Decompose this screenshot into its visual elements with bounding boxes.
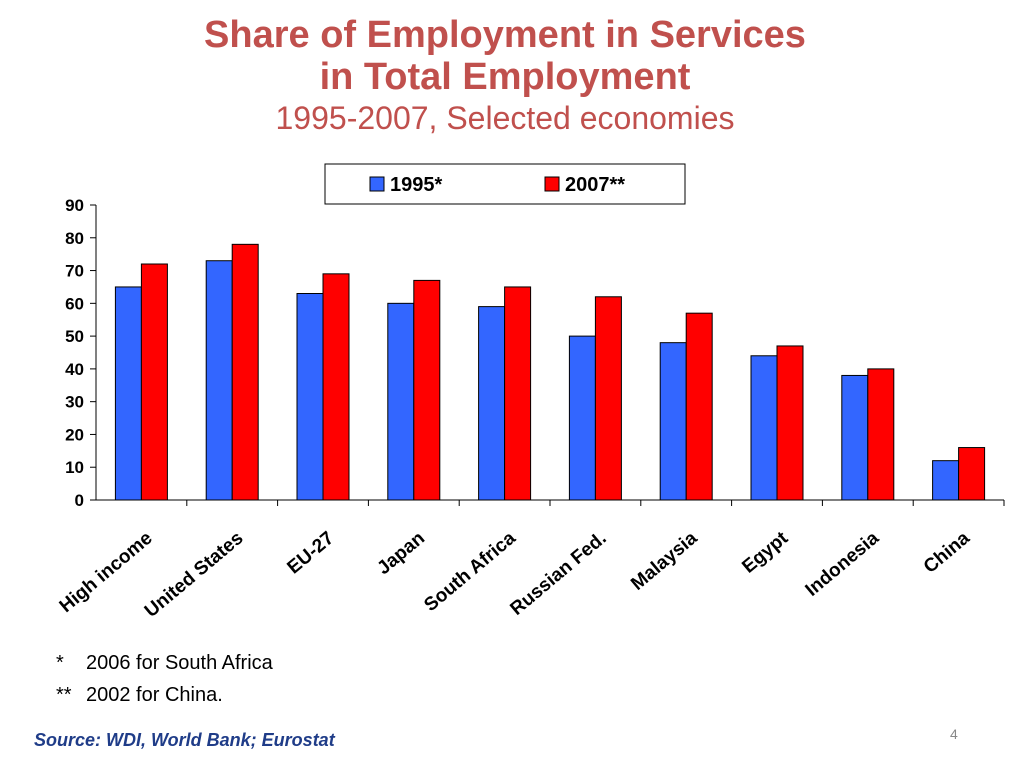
y-tick-label: 40: [65, 360, 84, 379]
x-category-label: Russian Fed.: [507, 528, 611, 620]
x-category-label: China: [920, 527, 974, 577]
footnote-2-mark: **: [56, 684, 72, 706]
bar-series-2: [504, 286, 532, 501]
x-category-label: Egypt: [738, 527, 792, 577]
chart-subtitle: 1995-2007, Selected economies: [275, 100, 735, 136]
y-tick-label: 50: [65, 327, 84, 346]
bar-series-2: [594, 296, 622, 501]
x-category-label: United States: [141, 528, 248, 622]
bar-series-1: [932, 460, 960, 501]
x-category-label: EU-27: [283, 528, 338, 579]
y-tick-label: 0: [75, 491, 84, 510]
bar-series-2: [958, 447, 986, 501]
legend-label: 2007**: [565, 174, 625, 196]
bar-series-1: [659, 342, 687, 501]
bar-series-2: [231, 243, 259, 501]
chart-title-line-2: in Total Employment: [319, 56, 691, 98]
x-category-label: Japan: [373, 528, 429, 579]
bar-series-2: [776, 345, 804, 501]
bar-series-1: [114, 286, 142, 501]
y-tick-label: 80: [65, 229, 84, 248]
page-number: 4: [950, 726, 958, 742]
y-tick-label: 10: [65, 458, 84, 477]
x-category-label: High income: [56, 528, 157, 617]
bar-series-1: [205, 260, 233, 501]
legend-swatch: [369, 176, 385, 192]
bar-series-1: [750, 355, 778, 501]
y-tick-label: 30: [65, 393, 84, 412]
footnote-1: * 2006 for South Africa: [56, 652, 273, 675]
y-tick-label: 20: [65, 425, 84, 444]
bar-series-1: [568, 335, 596, 501]
footnote-1-text: 2006 for South Africa: [86, 652, 273, 674]
footnote-2-text: 2002 for China.: [86, 684, 223, 706]
legend-label: 1995*: [390, 174, 442, 196]
x-category-label: South Africa: [420, 527, 520, 616]
x-category-label: Malaysia: [627, 527, 702, 594]
bar-series-1: [387, 302, 415, 501]
legend-box: [324, 163, 686, 205]
y-tick-label: 60: [65, 294, 84, 313]
chart-title-line-1: Share of Employment in Services: [204, 14, 806, 56]
footnote-2: ** 2002 for China.: [56, 684, 223, 707]
legend-swatch: [544, 176, 560, 192]
bar-series-1: [296, 293, 324, 501]
bar-series-2: [413, 279, 441, 501]
bar-series-2: [685, 312, 713, 501]
bar-series-1: [841, 374, 869, 501]
bar-series-2: [140, 263, 168, 501]
footnote-1-mark: *: [56, 652, 64, 674]
y-tick-label: 90: [65, 196, 84, 215]
bar-series-2: [867, 368, 895, 501]
y-tick-label: 70: [65, 262, 84, 281]
source-note: Source: WDI, World Bank; Eurostat: [34, 730, 335, 750]
bar-series-1: [478, 306, 506, 501]
x-category-label: Indonesia: [802, 527, 884, 600]
bar-series-2: [322, 273, 350, 501]
title-block: Share of Employment in Services in Total…: [0, 14, 1010, 138]
